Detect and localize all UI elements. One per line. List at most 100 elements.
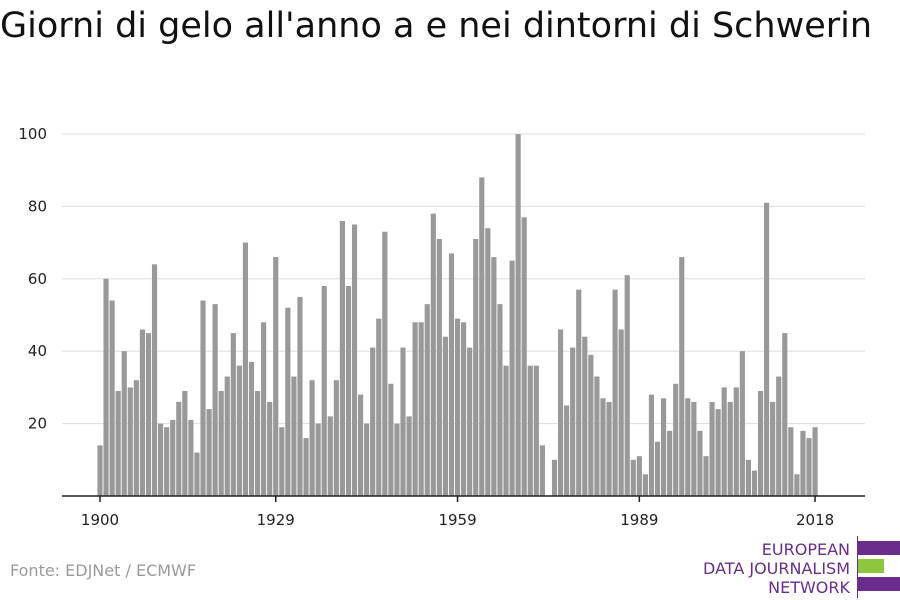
bar-1985 [612, 289, 618, 496]
bar-1922 [230, 333, 236, 496]
bar-1937 [321, 286, 327, 496]
bar-1935 [309, 380, 315, 496]
bar-1969 [515, 134, 521, 496]
bar-1911 [164, 427, 170, 496]
x-tick-label: 1959 [438, 511, 476, 529]
bar-1970 [521, 217, 527, 496]
x-tick-label: 1929 [257, 511, 295, 529]
bar-2003 [721, 387, 727, 496]
logo-bar-top [858, 541, 900, 555]
bar-2012 [776, 376, 782, 496]
bar-1906 [133, 380, 139, 496]
bar-2018 [812, 427, 818, 496]
bar-1946 [376, 318, 382, 496]
bar-1936 [315, 423, 321, 496]
bar-1976 [557, 329, 564, 496]
bar-1981 [588, 354, 594, 496]
bar-1943 [358, 394, 364, 496]
y-axis-labels: 20 40 60 80 100 [18, 125, 47, 433]
bar-1975 [551, 459, 558, 496]
bar-2007 [745, 459, 751, 496]
y-tick-label: 80 [28, 197, 47, 215]
bar-1986 [618, 329, 624, 496]
bar-1908 [145, 333, 152, 496]
bar-1977 [564, 405, 570, 496]
bar-1992 [654, 441, 661, 496]
bar-1973 [539, 445, 545, 496]
bar-1938 [327, 416, 333, 496]
x-tick-label: 2018 [796, 511, 834, 529]
logo-bar-middle [858, 559, 884, 573]
bar-1948 [388, 383, 394, 496]
bar-1996 [679, 257, 685, 496]
bar-1990 [642, 474, 648, 496]
bar-1910 [158, 423, 164, 496]
y-tick-label: 20 [28, 415, 47, 433]
bar-1924 [242, 242, 249, 496]
bar-2016 [800, 430, 806, 496]
bar-1941 [345, 286, 352, 496]
bar-2002 [715, 409, 721, 496]
bar-1945 [370, 347, 376, 496]
bar-1947 [382, 231, 388, 497]
bar-1933 [297, 296, 303, 496]
bar-1940 [339, 220, 345, 496]
bar-1978 [570, 347, 576, 496]
bar-1971 [527, 365, 533, 496]
bar-1901 [103, 278, 109, 496]
bar-1972 [533, 365, 539, 496]
bar-2014 [788, 427, 794, 496]
bar-2008 [751, 470, 758, 496]
bar-1950 [400, 347, 406, 496]
bar-1939 [333, 380, 339, 496]
bar-1927 [261, 322, 267, 496]
bar-1904 [121, 351, 127, 496]
bar-2013 [782, 333, 788, 496]
bar-2015 [794, 474, 800, 496]
bar-1915 [188, 419, 194, 496]
bar-1998 [691, 401, 697, 496]
bar-1964 [485, 228, 491, 496]
bar-1925 [248, 362, 255, 496]
bar-1903 [115, 391, 121, 496]
bar-1999 [697, 430, 703, 496]
bar-1989 [636, 456, 642, 496]
bar-1995 [673, 383, 679, 496]
bar-1987 [624, 275, 630, 496]
bar-1907 [139, 329, 145, 496]
y-tick-label: 40 [28, 342, 47, 360]
bar-1929 [273, 257, 279, 496]
bar-2017 [806, 438, 812, 496]
bar-2011 [770, 401, 776, 496]
bar-1905 [127, 387, 133, 496]
bar-1984 [606, 401, 612, 496]
bar-1959 [454, 318, 461, 496]
bar-1914 [182, 391, 188, 496]
bar-1932 [291, 376, 297, 496]
edjnet-logo: EUROPEAN DATA JOURNALISM NETWORK [700, 536, 900, 598]
bar-1953 [418, 322, 424, 496]
bar-1913 [176, 401, 182, 496]
bar-1926 [254, 391, 261, 496]
bar-1957 [442, 336, 448, 496]
bar-1921 [224, 376, 230, 496]
bars [97, 134, 818, 497]
bar-2010 [764, 202, 770, 496]
bar-1918 [206, 409, 212, 496]
bar-2000 [703, 456, 709, 496]
bar-1912 [170, 419, 176, 496]
source-note: Fonte: EDJNet / ECMWF [10, 561, 197, 580]
x-tick-label: 1989 [620, 511, 658, 529]
bar-2005 [733, 387, 739, 496]
bar-1954 [424, 304, 430, 496]
x-axis-labels: 1900 1929 1959 1989 2018 [81, 496, 834, 529]
bar-1944 [364, 423, 370, 496]
bar-1982 [594, 376, 600, 496]
bar-1920 [218, 391, 224, 496]
logo-line-3: NETWORK [768, 578, 850, 597]
bar-1965 [491, 257, 497, 496]
bar-1991 [648, 394, 655, 496]
logo-bar-bottom [858, 577, 900, 591]
bar-1968 [509, 260, 515, 496]
